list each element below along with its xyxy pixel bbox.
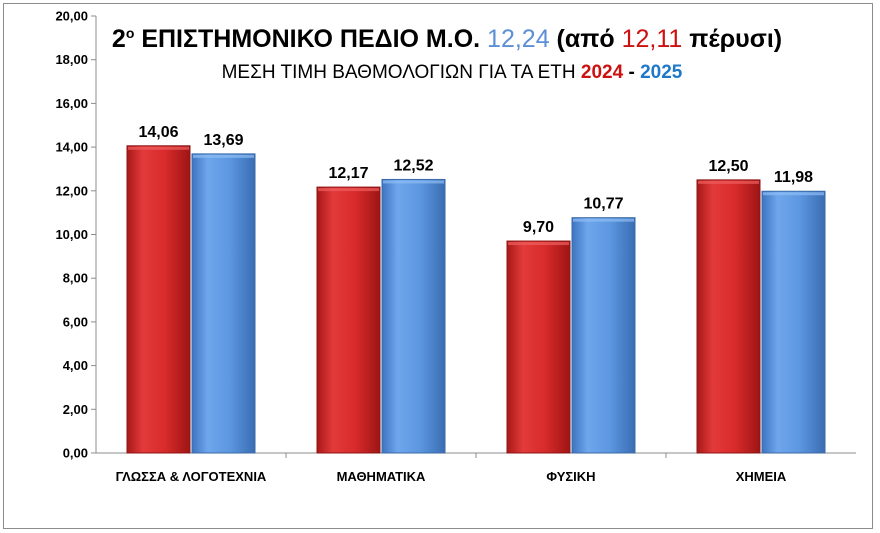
x-category-label: ΓΛΩΣΣΑ & ΛΟΓΟΤΕΧΝΙΑ — [116, 469, 267, 484]
bar-2024 — [126, 145, 191, 454]
bar-2024 — [696, 179, 761, 454]
bar-2025 — [571, 217, 636, 454]
bar-highlight — [573, 218, 634, 222]
axes: 0,00 2,00 4,00 6,00 8,00 10,00 12,00 14,00 16,00… — [55, 9, 856, 484]
data-labels: 14,06 13,69 12,17 12,52 9,70 10,77 12,50 11,98 — [138, 124, 813, 236]
chart-title: 2ο ΕΠΙΣΤΗΜΟΝΙΚΟ ΠΕΔΙΟ Μ.Ο. 12,24 (από 12… — [112, 25, 782, 53]
data-label: 12,52 — [393, 157, 433, 174]
data-label: 12,50 — [708, 158, 748, 175]
bar-2025 — [381, 178, 446, 454]
bars — [126, 145, 826, 454]
y-tick-label: 2,00 — [63, 402, 88, 417]
bar-highlight — [698, 180, 759, 184]
data-label: 13,69 — [203, 132, 243, 149]
data-label: 12,17 — [328, 165, 368, 182]
x-category-label: ΜΑΘΗΜΑΤΙΚΑ — [337, 469, 426, 484]
chart-frame — [3, 3, 873, 529]
bar-highlight — [193, 154, 254, 158]
data-label: 10,77 — [583, 196, 623, 213]
title-value-2025: 12,24 — [487, 25, 550, 53]
bar-2025 — [761, 190, 826, 454]
bar-2024 — [506, 240, 571, 454]
bar-2024 — [316, 186, 381, 454]
bar-highlight — [383, 180, 444, 184]
bar-highlight — [128, 146, 189, 150]
subtitle-year-2024: 2024 — [581, 62, 624, 83]
bar-2025 — [191, 153, 256, 454]
y-tick-label: 18,00 — [55, 52, 88, 67]
title-value-2024: 12,11 — [622, 25, 683, 53]
x-category-label: ΦΥΣΙΚΗ — [546, 469, 595, 484]
y-tick-label: 12,00 — [55, 183, 88, 198]
y-tick-label: 8,00 — [63, 271, 88, 286]
y-tick-label: 0,00 — [63, 446, 88, 461]
y-tick-label: 4,00 — [63, 358, 88, 373]
bar-highlight — [508, 242, 569, 246]
bar-highlight — [318, 188, 379, 192]
x-category-label: ΧΗΜΕΙΑ — [736, 469, 787, 484]
y-tick-label: 14,00 — [55, 140, 88, 155]
subtitle-year-2025: 2025 — [640, 62, 683, 83]
y-tick-label: 6,00 — [63, 314, 88, 329]
y-tick-label: 10,00 — [55, 227, 88, 242]
bar-highlight — [763, 192, 824, 196]
data-label: 11,98 — [774, 169, 813, 186]
chart-subtitle: ΜΕΣΗ ΤΙΜΗ ΒΑΘΜΟΛΟΓΙΩΝ ΓΙΑ ΤΑ ΕΤΗ 2024 - … — [222, 62, 683, 83]
data-label: 9,70 — [523, 219, 554, 236]
y-tick-label: 20,00 — [55, 9, 88, 24]
data-label: 14,06 — [138, 124, 178, 141]
y-tick-label: 16,00 — [55, 96, 88, 111]
